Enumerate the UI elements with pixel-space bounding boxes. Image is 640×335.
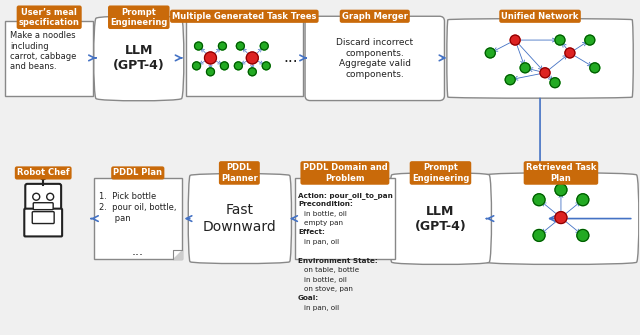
FancyBboxPatch shape <box>94 178 182 259</box>
Circle shape <box>555 184 567 196</box>
Text: Goal:: Goal: <box>298 295 319 302</box>
Circle shape <box>565 48 575 58</box>
Circle shape <box>193 62 200 70</box>
Circle shape <box>220 62 228 70</box>
Circle shape <box>248 68 256 76</box>
Text: Discard incorrect
components.
Aggregate valid
components.: Discard incorrect components. Aggregate … <box>336 38 413 78</box>
Text: pan: pan <box>99 214 131 223</box>
Circle shape <box>533 229 545 242</box>
Circle shape <box>485 48 495 58</box>
Text: empty pan: empty pan <box>304 220 343 226</box>
Circle shape <box>555 35 565 45</box>
Text: Robot Chef: Robot Chef <box>17 169 70 178</box>
FancyBboxPatch shape <box>390 173 492 264</box>
Text: 2.  pour oil, bottle,: 2. pour oil, bottle, <box>99 203 177 212</box>
FancyBboxPatch shape <box>5 21 93 95</box>
Circle shape <box>47 193 54 200</box>
Text: on table, bottle: on table, bottle <box>304 267 359 273</box>
Text: Retrieved Task
Plan: Retrieved Task Plan <box>526 163 596 183</box>
Text: PDDL
Planner: PDDL Planner <box>221 163 258 183</box>
FancyBboxPatch shape <box>305 16 444 100</box>
Circle shape <box>218 42 227 50</box>
Circle shape <box>205 52 216 64</box>
Circle shape <box>520 63 530 73</box>
Circle shape <box>246 52 259 64</box>
Text: Environment State:: Environment State: <box>298 258 378 264</box>
Text: Effect:: Effect: <box>298 229 325 236</box>
Polygon shape <box>173 250 182 259</box>
Circle shape <box>33 193 40 200</box>
Text: Graph Merger: Graph Merger <box>342 12 408 21</box>
Circle shape <box>555 212 567 223</box>
FancyBboxPatch shape <box>26 184 61 210</box>
Circle shape <box>540 68 550 78</box>
Circle shape <box>577 229 589 242</box>
Text: PDDL Plan: PDDL Plan <box>113 169 163 178</box>
Text: ...: ... <box>132 245 144 258</box>
Circle shape <box>40 173 47 180</box>
Text: in bottle, oil: in bottle, oil <box>304 277 347 283</box>
Text: Make a noodles
including
carrot, cabbage
and beans.: Make a noodles including carrot, cabbage… <box>10 31 77 71</box>
Circle shape <box>590 63 600 73</box>
Text: LLM
(GPT-4): LLM (GPT-4) <box>415 205 467 232</box>
Text: PDDL Domain and
Problem: PDDL Domain and Problem <box>303 163 387 183</box>
FancyBboxPatch shape <box>32 212 54 223</box>
FancyBboxPatch shape <box>447 19 633 98</box>
FancyBboxPatch shape <box>33 203 53 210</box>
Circle shape <box>533 194 545 206</box>
Circle shape <box>510 35 520 45</box>
Circle shape <box>550 78 560 88</box>
Text: ...: ... <box>284 50 298 65</box>
Text: in pan, oil: in pan, oil <box>304 305 339 311</box>
Circle shape <box>234 62 243 70</box>
Text: Action: pour_oil_to_pan: Action: pour_oil_to_pan <box>298 192 393 199</box>
Text: in pan, oil: in pan, oil <box>304 239 339 245</box>
Circle shape <box>207 68 214 76</box>
Circle shape <box>585 35 595 45</box>
Text: Multiple Generated Task Trees: Multiple Generated Task Trees <box>172 12 317 21</box>
Text: Prompt
Engineering: Prompt Engineering <box>412 163 469 183</box>
Circle shape <box>577 194 589 206</box>
Text: 1.  Pick bottle: 1. Pick bottle <box>99 192 156 201</box>
Text: User’s meal
specification: User’s meal specification <box>19 8 79 27</box>
Text: in bottle, oil: in bottle, oil <box>304 211 347 217</box>
Text: Prompt
Engineering: Prompt Engineering <box>110 8 168 27</box>
Text: LLM
(GPT-4): LLM (GPT-4) <box>113 45 164 72</box>
FancyBboxPatch shape <box>484 173 639 264</box>
Circle shape <box>260 42 268 50</box>
Circle shape <box>262 62 270 70</box>
FancyBboxPatch shape <box>186 21 303 95</box>
Text: Unified Network: Unified Network <box>501 12 579 21</box>
FancyBboxPatch shape <box>24 209 62 237</box>
Circle shape <box>195 42 202 50</box>
Text: Precondition:: Precondition: <box>298 201 353 207</box>
Text: on stove, pan: on stove, pan <box>304 286 353 292</box>
FancyBboxPatch shape <box>93 16 184 101</box>
Circle shape <box>505 75 515 85</box>
FancyBboxPatch shape <box>188 174 291 264</box>
FancyBboxPatch shape <box>295 178 395 259</box>
Text: Fast
Downward: Fast Downward <box>203 203 276 234</box>
Circle shape <box>236 42 244 50</box>
